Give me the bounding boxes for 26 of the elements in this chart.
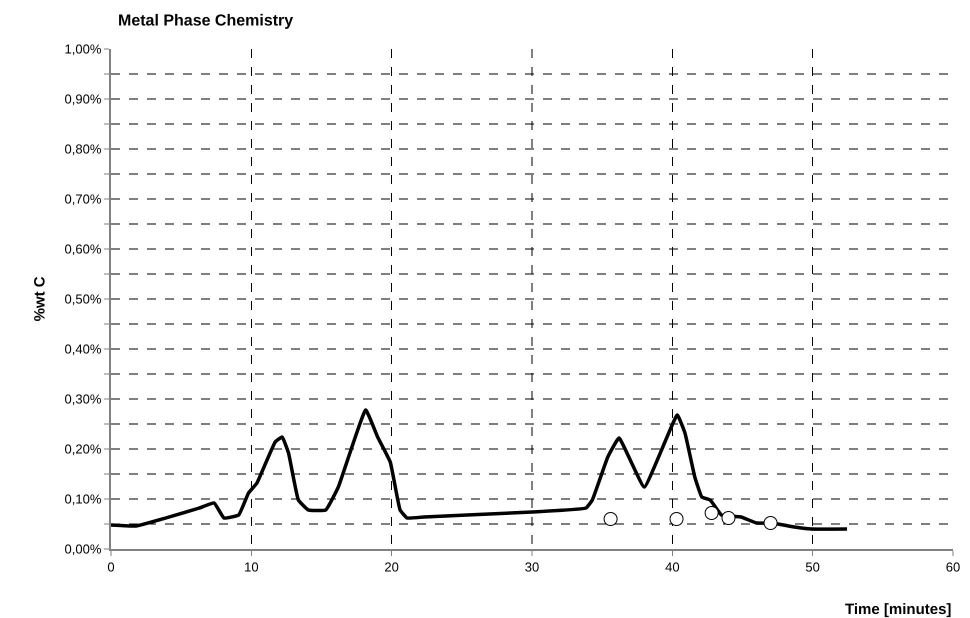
- y-tick-label: 0,60%: [64, 242, 102, 257]
- y-tick-label: 0,20%: [64, 442, 102, 457]
- y-tick-label: 1,00%: [64, 42, 102, 57]
- y-tick-label: 0,90%: [64, 92, 102, 107]
- x-tick-label: 60: [946, 560, 960, 575]
- y-tick-label: 0,40%: [64, 342, 102, 357]
- y-tick-label: 0,10%: [64, 492, 102, 507]
- x-tick-label: 50: [805, 560, 820, 575]
- x-tick-label: 30: [524, 560, 540, 575]
- x-tick-label: 40: [665, 560, 680, 575]
- x-axis-title: Time [minutes]: [845, 601, 952, 618]
- y-tick-label: 0,30%: [64, 392, 102, 407]
- y-axis-title: %wt C: [31, 276, 48, 322]
- y-tick-label: 0,00%: [64, 542, 102, 557]
- x-tick-label: 20: [384, 560, 399, 575]
- x-tick-label: 0: [107, 560, 115, 575]
- x-tick-label: 10: [244, 560, 259, 575]
- point: [764, 516, 778, 530]
- y-tick-label: 0,50%: [64, 292, 102, 307]
- chart-title: Metal Phase Chemistry: [118, 12, 294, 30]
- point: [604, 512, 618, 526]
- y-tick-label: 0,80%: [64, 142, 102, 157]
- point: [704, 506, 719, 520]
- y-tick-label: 0,70%: [64, 192, 102, 207]
- point: [721, 511, 736, 525]
- point: [670, 512, 684, 526]
